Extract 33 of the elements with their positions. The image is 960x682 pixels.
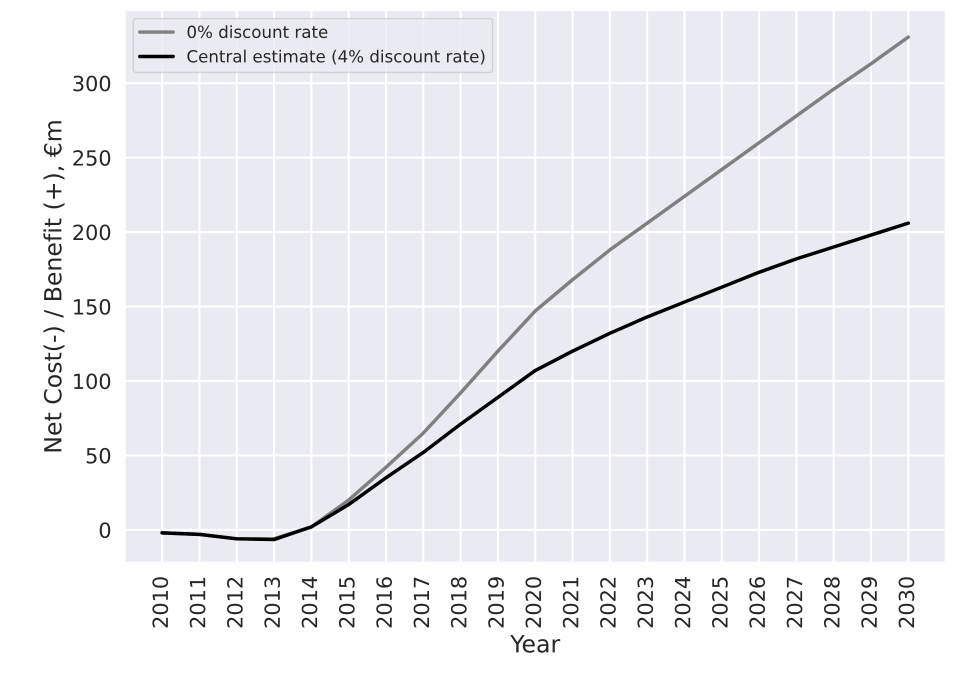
x-tick-label: 2015 xyxy=(338,578,355,628)
x-tick-label: 2021 xyxy=(562,578,579,628)
x-tick-label: 2029 xyxy=(861,577,878,628)
x-tick-label: 2028 xyxy=(824,577,840,628)
x-tick-label: 2014 xyxy=(302,577,318,628)
x-tick-label: 2026 xyxy=(749,577,766,628)
x-tick-label: 2027 xyxy=(786,578,802,628)
x-tick-label: 2012 xyxy=(227,578,243,628)
x-tick-label: 2020 xyxy=(525,577,542,628)
y-tick-label: 300 xyxy=(73,76,110,92)
x-tick-label: 2018 xyxy=(450,577,467,628)
legend-label: 0% discount rate xyxy=(188,25,328,38)
y-tick-label: 250 xyxy=(73,150,110,166)
x-tick-label: 2019 xyxy=(488,577,504,628)
x-tick-label: 2023 xyxy=(637,578,654,628)
x-tick-label: 2013 xyxy=(264,578,280,628)
x-tick-label: 2017 xyxy=(414,578,430,628)
y-tick-label: 150 xyxy=(74,298,110,315)
x-tick-label: 2016 xyxy=(376,577,392,628)
x-tick-label: 2010 xyxy=(152,577,168,628)
x-tick-label: 2030 xyxy=(898,577,914,628)
x-axis-title: Year xyxy=(510,635,560,653)
y-tick-label: 0 xyxy=(100,522,110,538)
x-tick-label: 2011 xyxy=(190,578,206,628)
line-series xyxy=(160,221,910,542)
y-tick-label: 200 xyxy=(73,224,110,240)
x-tick-label: 2024 xyxy=(674,577,690,628)
y-axis-title: Net Cost(-) / Benefit (+), €m xyxy=(43,121,64,452)
x-tick-label: 2025 xyxy=(712,578,728,628)
y-tick-label: 100 xyxy=(74,373,110,390)
x-tick-label: 2022 xyxy=(600,578,616,628)
y-tick-label: 50 xyxy=(86,448,110,464)
legend-label: Central estimate (4% discount rate) xyxy=(187,50,484,65)
